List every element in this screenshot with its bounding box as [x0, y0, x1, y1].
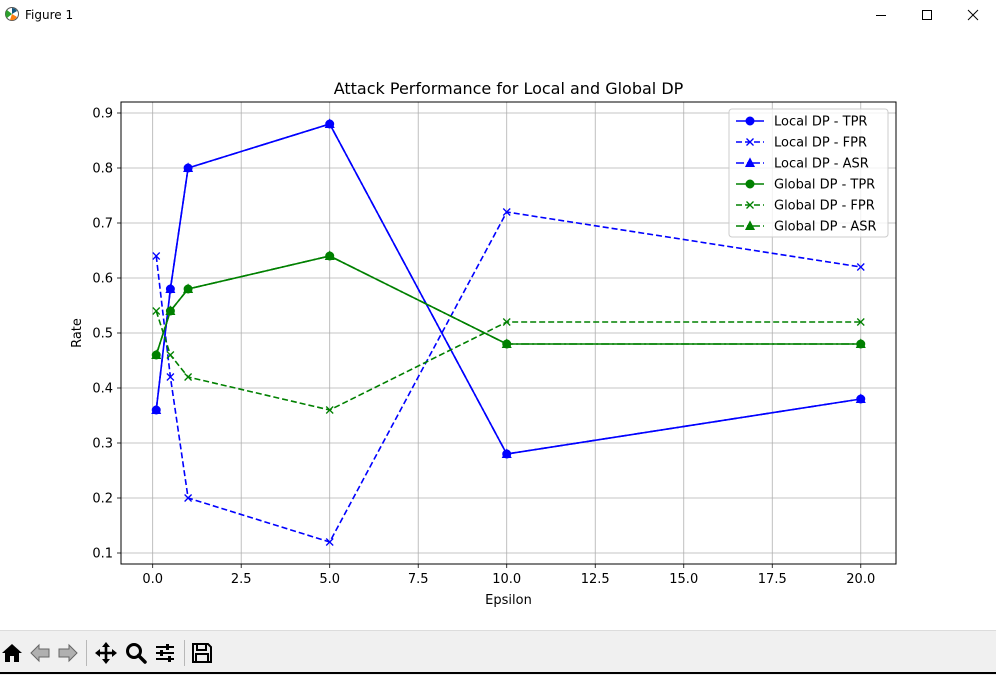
- y-tick-label: 0.1: [92, 547, 113, 562]
- minimize-icon: [876, 15, 886, 16]
- close-icon: [967, 9, 979, 21]
- data-point: [325, 538, 334, 546]
- series-lines: [151, 118, 866, 546]
- toolbar-separator: [184, 640, 185, 666]
- y-axis-label: Rate: [70, 318, 85, 348]
- series-6: [151, 250, 866, 359]
- matplotlib-logo-icon: [5, 7, 19, 21]
- window-title: Figure 1: [25, 8, 74, 22]
- minimize-button[interactable]: [858, 0, 904, 30]
- data-point: [502, 208, 511, 216]
- data-point: [152, 307, 161, 315]
- back-arrow-icon: [30, 643, 50, 663]
- chart-title: Attack Performance for Local and Global …: [334, 79, 684, 98]
- data-point: [166, 373, 175, 381]
- legend-label: Global DP - ASR: [774, 220, 877, 235]
- legend-label: Local DP - ASR: [774, 157, 869, 172]
- x-tick-label: 5.0: [319, 572, 340, 587]
- x-tick-label: 17.5: [758, 572, 787, 587]
- data-point: [184, 373, 193, 381]
- zoom-icon: [126, 643, 147, 664]
- legend-box: [728, 108, 889, 238]
- pan-icon: [95, 642, 117, 664]
- save-icon: [192, 643, 212, 663]
- configure-subplots-icon: [156, 644, 174, 662]
- x-axis-label: Epsilon: [485, 593, 532, 608]
- data-point: [856, 263, 865, 271]
- x-tick-label: 7.5: [408, 572, 429, 587]
- x-tick-label: 20.0: [846, 572, 875, 587]
- data-point: [183, 162, 194, 172]
- home-button[interactable]: [0, 639, 26, 667]
- y-tick-label: 0.5: [92, 327, 113, 342]
- pan-button[interactable]: [92, 639, 120, 667]
- data-point: [166, 351, 175, 359]
- zoom-button[interactable]: [122, 639, 150, 667]
- y-tick-label: 0.2: [92, 492, 113, 507]
- legend-label: Global DP - FPR: [774, 199, 875, 214]
- data-point: [502, 318, 511, 326]
- x-tick-label: 10.0: [492, 572, 521, 587]
- data-point: [501, 338, 512, 348]
- y-tick-label: 0.8: [92, 162, 113, 177]
- figure-canvas[interactable]: 0.0 2.5 5.0 7.5 10.0 12.5 15.0 17.5 20.0 0.1 0.2 0.…: [0, 30, 996, 630]
- legend-marker: [746, 138, 754, 146]
- legend: Local DP - TPR Local DP - FPR Local DP - A…: [728, 108, 889, 238]
- legend-marker: [744, 157, 756, 167]
- data-point: [152, 252, 161, 260]
- series-line: [155, 310, 861, 411]
- y-tick-label: 0.6: [92, 272, 113, 287]
- window-titlebar: Figure 1: [0, 0, 996, 30]
- data-point: [325, 406, 334, 414]
- configure-subplots-button[interactable]: [151, 639, 179, 667]
- y-tick-label: 0.4: [92, 382, 113, 397]
- data-point: [165, 283, 176, 293]
- x-tick-label: 2.5: [231, 572, 252, 587]
- navigation-toolbar: [0, 630, 996, 675]
- maximize-icon: [922, 10, 932, 20]
- x-tick-label: 12.5: [581, 572, 610, 587]
- data-point: [151, 349, 162, 359]
- data-point: [856, 318, 865, 326]
- series-line: [155, 255, 861, 356]
- back-button[interactable]: [26, 639, 54, 667]
- forward-button[interactable]: [54, 639, 82, 667]
- series-line: [155, 211, 861, 543]
- data-point: [165, 305, 176, 315]
- data-point: [855, 338, 866, 348]
- close-button[interactable]: [950, 0, 996, 30]
- legend-marker: [745, 116, 755, 126]
- y-tick-label: 0.9: [92, 107, 113, 122]
- window-bottom-border: [0, 672, 996, 674]
- data-point: [501, 448, 512, 458]
- x-tick-label: 15.0: [669, 572, 698, 587]
- legend-label: Local DP - FPR: [774, 136, 867, 151]
- legend-marker: [745, 179, 755, 189]
- series-2: [152, 208, 865, 546]
- data-point: [183, 283, 194, 293]
- y-tick-label: 0.3: [92, 437, 113, 452]
- legend-marker: [746, 201, 754, 209]
- save-button[interactable]: [188, 639, 216, 667]
- data-point: [184, 494, 193, 502]
- maximize-button[interactable]: [904, 0, 950, 30]
- x-tick-label: 0.0: [142, 572, 163, 587]
- forward-arrow-icon: [58, 643, 78, 663]
- data-point: [855, 393, 866, 403]
- legend-label: Global DP - TPR: [774, 178, 875, 193]
- home-icon: [2, 644, 22, 662]
- legend-label: Local DP - TPR: [774, 115, 867, 130]
- axis-ticks: 0.0 2.5 5.0 7.5 10.0 12.5 15.0 17.5 20.0 0.1 0.2 0.…: [92, 107, 875, 588]
- data-point: [151, 404, 162, 414]
- legend-marker: [744, 220, 756, 230]
- series-5: [152, 307, 865, 414]
- y-tick-label: 0.7: [92, 217, 113, 232]
- data-point: [324, 250, 335, 260]
- toolbar-separator: [86, 640, 87, 666]
- data-point: [324, 118, 335, 128]
